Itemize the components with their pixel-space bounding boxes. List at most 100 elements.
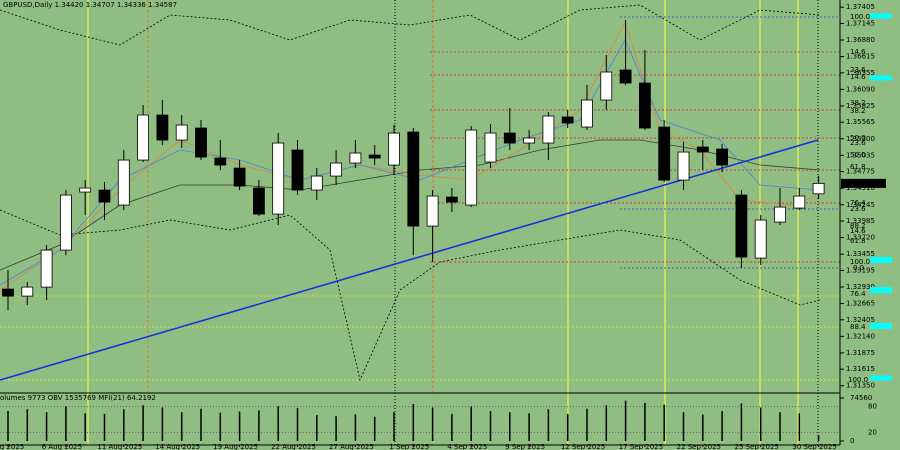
x-tick-label: 25 Sep 2025 <box>735 443 779 450</box>
y-tick-label: 1.34510 <box>846 184 875 192</box>
axis-highlight <box>870 75 892 81</box>
price-marker <box>841 178 886 188</box>
y-tick-label: 1.32140 <box>846 332 875 340</box>
mfi-level-label: 20 <box>868 428 877 436</box>
candle-body <box>330 162 343 177</box>
candle-body <box>2 288 14 297</box>
candle-body <box>812 182 825 195</box>
candle-body <box>79 187 92 193</box>
candle-body <box>677 151 690 181</box>
candle-body <box>561 116 574 124</box>
x-tick-label: 12 Sep 2025 <box>561 443 605 450</box>
axis-highlight <box>870 323 892 329</box>
y-tick-label: 1.35035 <box>846 151 875 159</box>
candle-body <box>735 194 748 258</box>
fib-label: 76.4 <box>850 290 866 298</box>
candle-body <box>793 195 806 209</box>
candle-body <box>581 99 593 128</box>
x-tick-label: 1 Aug 2025 <box>0 443 24 450</box>
y-tick-label: 1.36880 <box>846 36 875 44</box>
moving-average <box>0 39 821 286</box>
candle-body <box>388 132 400 166</box>
candle-body <box>137 114 150 161</box>
candle-body <box>465 129 478 206</box>
upper-band <box>0 4 821 46</box>
candle-body <box>117 159 130 206</box>
fib-label: 61.8 <box>850 237 866 245</box>
fib-label: 88.4 <box>850 323 866 331</box>
fib-label: 23.6 <box>850 139 866 147</box>
candle-body <box>98 189 111 203</box>
x-tick-label: 6 Aug 2025 <box>42 443 82 450</box>
fib-label: 14.6 <box>850 73 866 81</box>
x-tick-label: 4 Sep 2025 <box>447 443 487 450</box>
x-tick-label: 11 Aug 2025 <box>97 443 142 450</box>
indicator-label: olumes 9773 OBV 1535769 MFI(21) 64.2192 <box>0 394 156 402</box>
fib-label: 100.0 <box>850 13 870 21</box>
candle-body <box>716 148 728 166</box>
moving-average <box>0 139 821 271</box>
fib-label: 23.6 <box>850 66 866 74</box>
y-tick-label: 1.37145 <box>846 19 875 27</box>
candle-body <box>484 132 497 163</box>
y2-tick-label: 0 <box>850 437 854 445</box>
axis-highlight <box>870 257 892 263</box>
x-tick-label: 1 Sep 2025 <box>389 443 429 450</box>
fib-label: 100.0 <box>850 258 870 266</box>
candle-body <box>40 249 53 288</box>
candle-body <box>214 157 227 166</box>
x-tick-label: 27 Aug 2025 <box>329 443 374 450</box>
fib-label: 14.6 <box>850 48 866 56</box>
candle-body <box>407 131 420 227</box>
candle-body <box>696 146 709 153</box>
x-tick-label: 17 Sep 2025 <box>619 443 663 450</box>
y-tick-label: 1.32405 <box>846 316 875 324</box>
candle-body <box>445 196 458 203</box>
y-tick-label: 1.33455 <box>846 250 875 258</box>
chart-title: GBPUSD,Daily 1.34420 1.34707 1.34336 1.3… <box>3 1 177 9</box>
y-tick-label: 1.33985 <box>846 217 875 225</box>
fib-label: 61.8 <box>850 163 866 171</box>
fib-label: 50.0 <box>850 151 866 159</box>
candle-body <box>195 127 207 158</box>
fib-label: 88.2 <box>850 222 866 230</box>
y-tick-label: 1.36355 <box>846 69 875 77</box>
x-tick-label: 14 Aug 2025 <box>155 443 200 450</box>
candle-body <box>291 149 304 191</box>
axis-highlight <box>870 375 892 381</box>
candle-body <box>233 167 246 187</box>
y-tick-label: 1.32930 <box>846 283 875 291</box>
fib-label: 50.0 <box>850 134 866 142</box>
y-tick-label: 1.35825 <box>846 102 875 110</box>
x-tick-label: 30 Sep 2025 <box>792 443 836 450</box>
candle-body <box>600 71 613 101</box>
candle-body <box>542 115 555 144</box>
x-tick-label: 9 Sep 2025 <box>505 443 545 450</box>
y-tick-label: 1.31615 <box>846 365 875 373</box>
candle-body <box>619 69 632 84</box>
x-tick-label: 22 Aug 2025 <box>271 443 316 450</box>
candle-body <box>503 132 516 144</box>
candle-body <box>368 154 381 159</box>
y-tick-label: 1.35565 <box>846 118 875 126</box>
candle-body <box>349 152 362 164</box>
fib-label: 38.2 <box>850 107 866 115</box>
y-tick-label: 1.34245 <box>846 201 875 209</box>
y-tick-label: 1.36090 <box>846 85 875 93</box>
fib-label: 0.0 <box>853 264 864 272</box>
candle-body <box>252 187 265 215</box>
candle-body <box>175 124 188 141</box>
candle-body <box>21 286 34 297</box>
mfi-level-label: 80 <box>868 403 877 411</box>
candle-body <box>523 137 535 144</box>
y2-tick-label: 74560 <box>850 394 872 402</box>
x-tick-label: 22 Sep 2025 <box>677 443 721 450</box>
candle-body <box>272 142 285 215</box>
axis-highlight <box>870 13 892 19</box>
y-tick-label: 1.35300 <box>846 135 875 143</box>
y-tick-label: 1.31350 <box>846 382 875 390</box>
price-marker-label: 1.34587 <box>846 179 875 187</box>
fib-label: 76.4 <box>850 199 866 207</box>
